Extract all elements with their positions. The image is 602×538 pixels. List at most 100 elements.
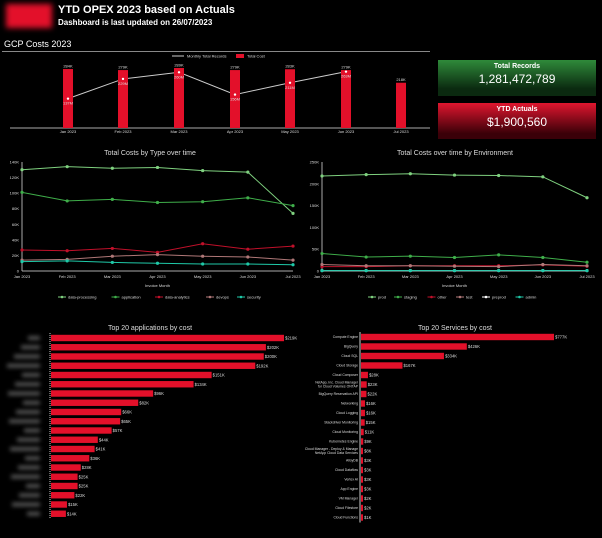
- bar: [51, 455, 90, 462]
- service-name: Stackdriver Monitoring: [324, 421, 358, 425]
- x-tick-label: Jul 2023: [393, 129, 409, 134]
- bar: [361, 438, 364, 445]
- legend-swatch-dot: [430, 295, 433, 299]
- bar: [361, 381, 367, 388]
- bar-data-label: $23K: [368, 382, 378, 387]
- bar: [361, 457, 363, 464]
- y-tick-label: 250K: [310, 160, 320, 165]
- blurred-app-name: [23, 400, 40, 405]
- series-line-data-processing: [21, 166, 294, 214]
- y-tick-label: 20K: [12, 253, 19, 258]
- bar: [51, 501, 67, 508]
- series-point-data-analytics: [246, 247, 250, 251]
- bar-total-cost: [174, 68, 184, 128]
- bar: [361, 495, 363, 502]
- bar: [361, 333, 554, 341]
- bar: [361, 447, 363, 455]
- service-name: Cloud SQL: [341, 354, 358, 358]
- kpi-value: $1,900,560: [486, 115, 548, 129]
- bar-data-label: $151K: [213, 373, 225, 378]
- bar-data-label: 289K: [174, 63, 184, 68]
- bar-data-label: 218K: [396, 77, 406, 82]
- service-name: NetApp, Inc. Cloud Manager for Cloud Volu…: [315, 381, 359, 389]
- series-point-prod: [364, 173, 368, 177]
- x-tick-label: Feb 2023: [358, 274, 376, 279]
- blurred-app-name: [25, 456, 40, 461]
- series-point-devops: [201, 254, 205, 258]
- series-point-test: [585, 264, 589, 268]
- chart-title: Top 20 applications by cost: [108, 325, 192, 332]
- service-name: Cloud Monitoring: [332, 430, 358, 434]
- records-data-label: 156M: [230, 97, 240, 102]
- series-point-test: [452, 264, 457, 268]
- kpi-value: 1,281,472,789: [478, 72, 556, 86]
- bar: [361, 428, 364, 436]
- bar-data-label: $65K: [121, 419, 131, 424]
- bar: [361, 371, 368, 379]
- series-point-data-processing: [201, 168, 205, 173]
- service-name: AlloyDB: [346, 459, 359, 463]
- bar: [51, 390, 154, 397]
- x-tick-label: Jan 2023: [60, 129, 77, 134]
- series-point-data-processing: [65, 165, 69, 169]
- blurred-app-name: [10, 447, 40, 451]
- legend-swatch-dot: [396, 295, 400, 299]
- blurred-app-name: [24, 428, 40, 433]
- x-tick-label: Feb 2023: [59, 274, 77, 279]
- series-point-data-analytics: [65, 249, 69, 253]
- bar: [361, 352, 444, 360]
- service-name: Cloud Functions: [333, 516, 358, 520]
- bar-data-label: $192K: [256, 363, 268, 368]
- blurred-app-name: [28, 336, 40, 340]
- series-point-staging: [497, 253, 501, 257]
- y-tick-label: 80K: [12, 206, 19, 211]
- x-tick-label: Jun 2023: [338, 129, 355, 134]
- records-line: [67, 71, 347, 100]
- bar: [51, 464, 81, 471]
- series-point-test: [320, 262, 324, 267]
- service-name: VM Manager: [339, 497, 359, 501]
- bar: [361, 466, 363, 474]
- blurred-app-name: [17, 437, 40, 442]
- bar: [51, 344, 266, 351]
- legend-bar-swatch: [236, 54, 244, 58]
- section-divider: [2, 51, 430, 52]
- series-point-security: [20, 260, 24, 264]
- bar-data-label: $3K: [364, 477, 372, 482]
- kpi-total-records: Total Records 1,281,472,789: [438, 60, 596, 96]
- legend-swatch-dot: [208, 295, 212, 299]
- records-point: [121, 77, 125, 81]
- bar-data-label: $3K: [364, 468, 372, 473]
- series-point-admin: [541, 268, 545, 273]
- legend-swatch-dot: [114, 295, 117, 299]
- series-point-prod: [408, 172, 412, 176]
- x-tick-label: Jan 2023: [314, 274, 331, 279]
- bar: [361, 390, 367, 398]
- bar-data-label: $36K: [90, 456, 100, 461]
- series-point-devops: [246, 255, 250, 259]
- bar-data-label: $82K: [139, 400, 149, 405]
- legend-swatch-dot: [60, 295, 64, 299]
- series-point-admin: [364, 268, 368, 273]
- x-tick-label: Jun 2023: [535, 274, 552, 279]
- bar-data-label: $202K: [267, 345, 279, 350]
- bar-data-label: $426K: [468, 344, 480, 349]
- series-point-prod: [497, 173, 501, 178]
- y-tick-label: 100K: [10, 191, 20, 196]
- y-tick-label: 200K: [310, 181, 320, 186]
- bar: [51, 362, 256, 369]
- service-name: Cloud Dataflow: [335, 468, 359, 472]
- legend-swatch-dot: [370, 295, 374, 299]
- series-point-security: [246, 262, 250, 266]
- chart-title: Total Costs by Type over time: [104, 150, 196, 157]
- bar: [361, 419, 365, 426]
- service-name: App Engine: [340, 487, 358, 491]
- x-tick-label: May 2023: [194, 274, 212, 279]
- series-point-devops: [155, 253, 160, 257]
- bar: [51, 510, 66, 517]
- bar: [51, 334, 284, 342]
- series-point-data-processing: [20, 168, 24, 172]
- legend-label: devops: [216, 295, 229, 300]
- blurred-app-name: [19, 493, 40, 498]
- legend-label: data-analytics: [165, 295, 190, 300]
